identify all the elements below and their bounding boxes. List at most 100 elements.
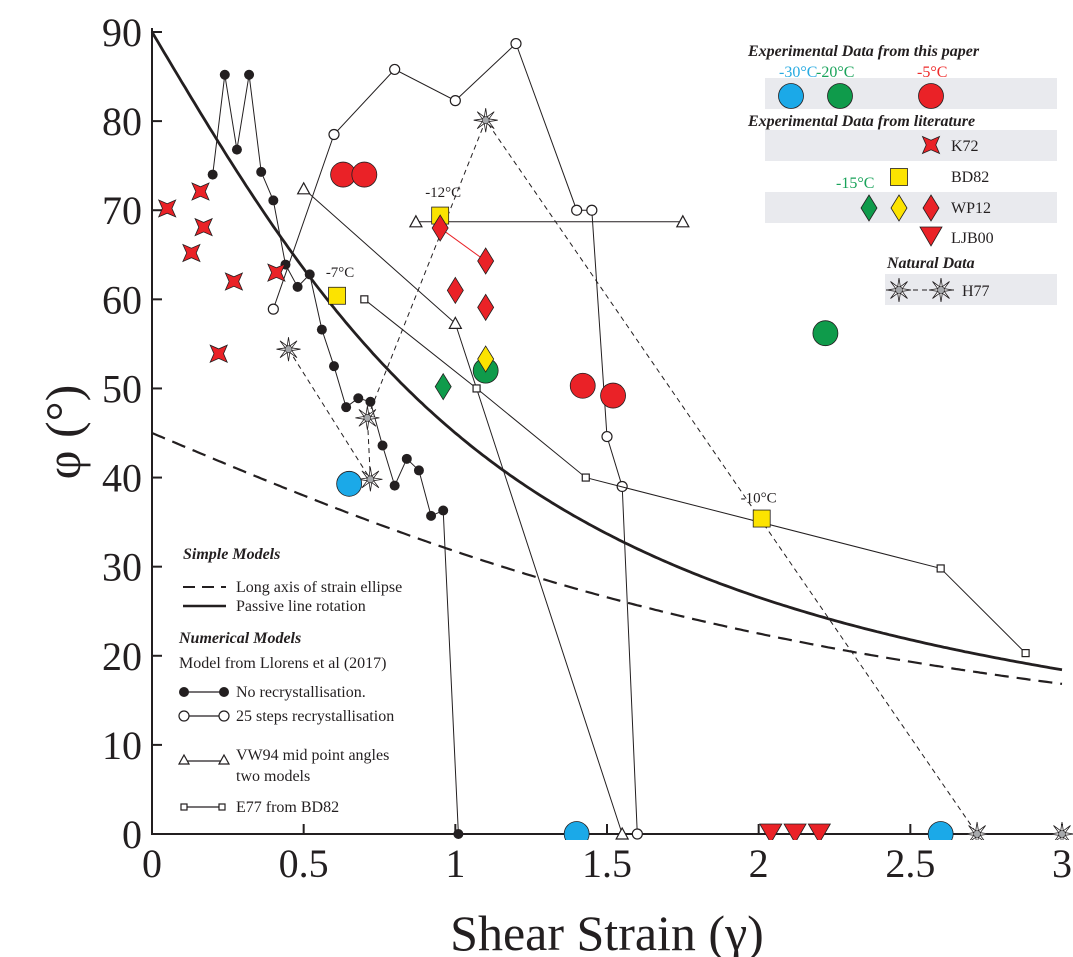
- point-k72: [267, 263, 286, 282]
- point-no-recrystallisation: [401, 453, 412, 464]
- legend-filled-circle-sample: [179, 687, 229, 697]
- legend-exp-header: Experimental Data from this paper: [747, 43, 980, 60]
- point-k72: [157, 199, 177, 218]
- point-25-steps-recrystallisation: [389, 63, 401, 76]
- legend-open-triangle-sample: [177, 753, 231, 765]
- point-k72: [191, 182, 210, 201]
- point-no-recrystallisation: [341, 402, 352, 413]
- annotation-label: -12°C: [425, 185, 461, 201]
- legend-natural-header: Natural Data: [886, 255, 975, 272]
- plot-annotations: -12°C -7°C -10°C: [326, 185, 777, 507]
- point-k72: [194, 217, 213, 237]
- point-25-steps-recrystallisation: [571, 204, 583, 216]
- series-e77-from-bd82: [360, 295, 1030, 658]
- line-e77-from-bd82: [363, 298, 1026, 654]
- legend-marker-red-circle: [918, 83, 944, 109]
- y-axis-ticks: 0 10 20 30 40 50 60 70 80 90: [102, 10, 162, 857]
- point-no-recrystallisation: [365, 396, 376, 407]
- legend-simple-item-0: Long axis of strain ellipse: [236, 579, 402, 596]
- point-no-recrystallisation: [268, 195, 279, 206]
- line-vw94-mid-point-angles: [303, 188, 623, 835]
- point-no-recrystallisation: [304, 269, 315, 280]
- series-passive-line-rotation: [150, 31, 1063, 672]
- point-wp12-15-c-yellow: [477, 345, 495, 373]
- point-bd82: [328, 286, 346, 305]
- legend-e77: E77 from BD82: [236, 799, 339, 816]
- point-vw94-mid-point-angles: [615, 826, 630, 840]
- legend-temp-30: -30°C: [779, 64, 817, 81]
- point-20-c: [812, 320, 839, 347]
- series-wp12-15-c-green: [434, 372, 452, 401]
- y-tick-label: 20: [102, 634, 142, 679]
- series-vw94-mid-point-angles: [296, 181, 630, 840]
- point-ljb00: [783, 823, 807, 840]
- legend-wp12-red-diamond: [922, 194, 940, 222]
- legend-wp12-green-diamond: [860, 194, 878, 222]
- point-e77-from-bd82: [360, 295, 369, 304]
- point-vw94-mid-point-angles-second-model: [675, 214, 690, 228]
- point-no-recrystallisation: [426, 510, 437, 521]
- legend-numerical-subheader: Model from Llorens et al (2017): [179, 655, 387, 672]
- y-tick-label: 60: [102, 277, 142, 322]
- legend-open-circle-sample: [178, 710, 230, 722]
- point-25-steps-recrystallisation: [631, 828, 643, 840]
- point-k72: [182, 243, 201, 263]
- point-25-steps-recrystallisation: [601, 430, 613, 443]
- point-no-recrystallisation: [353, 393, 364, 404]
- point-no-recrystallisation: [219, 69, 230, 80]
- legend-bd82-square: [890, 168, 908, 186]
- legend-bands: [765, 78, 1057, 305]
- annotation-label: -7°C: [326, 265, 355, 281]
- point-h77: [276, 337, 301, 362]
- series-25-steps-recrystallisation: [267, 37, 643, 840]
- legend-lit-wp12: WP12: [951, 200, 991, 217]
- legend-k72-star: [921, 135, 941, 155]
- x-tick-label: 1: [445, 841, 465, 886]
- point-no-recrystallisation: [453, 829, 464, 839]
- point-vw94-mid-point-angles: [448, 316, 463, 329]
- legend-band-exp: [765, 78, 1057, 109]
- legend-marker-k72: [921, 135, 941, 155]
- point-e77-from-bd82: [936, 564, 945, 573]
- legend-marker-h77: [886, 277, 955, 303]
- legend-simple-item-1: Passive line rotation: [236, 598, 366, 615]
- series-5-c: [330, 161, 626, 409]
- point-wp12: [446, 276, 464, 305]
- legend-lit-bd82: BD82: [951, 169, 989, 186]
- line-h77: [288, 119, 1062, 835]
- point-e77-from-bd82: [581, 473, 590, 482]
- legend-marker-wp12: [860, 194, 940, 222]
- series-no-recrystallisation: [207, 69, 464, 839]
- x-tick-label: 0.5: [279, 841, 329, 886]
- point-5-c: [569, 372, 596, 399]
- y-tick-label: 40: [102, 456, 142, 501]
- x-tick-label: 2.5: [885, 841, 935, 886]
- legend-bottom-left: Simple Models Long axis of strain ellips…: [177, 546, 402, 816]
- point-vw94-mid-point-angles: [296, 181, 311, 195]
- y-tick-label: 80: [102, 99, 142, 144]
- x-axis-ticks: 0 0.5 1 1.5 2 2.5 3: [142, 824, 1072, 886]
- point-wp12: [477, 247, 495, 275]
- legend-vw94-line-0: VW94 mid point angles: [236, 747, 389, 764]
- legend-ljb00-triangle: [919, 226, 943, 247]
- series-30-c: [336, 470, 954, 840]
- series-long-axis-of-strain-ellipse: [151, 431, 1063, 685]
- point-no-recrystallisation: [231, 144, 242, 155]
- series-bd82: [328, 206, 771, 528]
- series-h77: [276, 108, 1073, 840]
- legend-marker-green-circle: [827, 83, 853, 109]
- y-tick-label: 70: [102, 188, 142, 233]
- legend-numerical-header: Numerical Models: [178, 630, 301, 647]
- legend-lit-header: Experimental Data from literature: [747, 113, 975, 130]
- point-5-c: [600, 382, 626, 409]
- legend-open-square-sample: [180, 803, 226, 811]
- point-no-recrystallisation: [292, 281, 303, 292]
- point-ljb00: [807, 823, 832, 840]
- legend-simple-header: Simple Models: [183, 546, 280, 563]
- point-no-recrystallisation: [413, 465, 424, 476]
- x-axis-label: Shear Strain (γ): [450, 905, 764, 957]
- point-5-c: [351, 161, 378, 188]
- point-no-recrystallisation: [438, 505, 449, 516]
- point-wp12: [477, 293, 495, 322]
- legend-marker-blue-circle: [778, 83, 804, 109]
